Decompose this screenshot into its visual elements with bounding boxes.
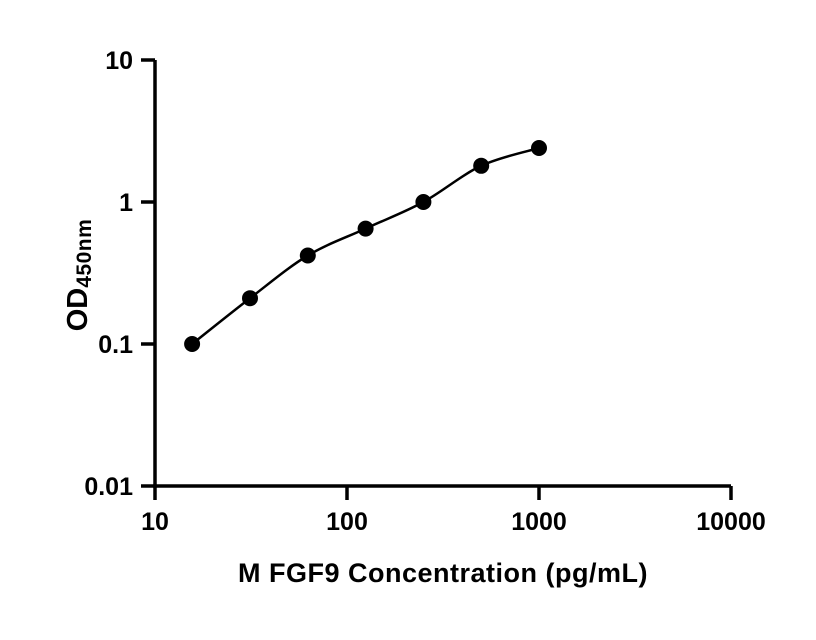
data-point	[415, 194, 432, 210]
data-point	[184, 336, 201, 352]
y-axis-title-subscript: 450nm	[73, 218, 96, 288]
y-axis-tick-label: 0.1	[98, 331, 133, 359]
data-point	[473, 157, 490, 174]
y-axis-tick-label: 1	[119, 189, 133, 217]
fit-curve	[191, 146, 540, 345]
y-axis-title-main: OD	[62, 287, 94, 332]
data-point	[531, 140, 547, 156]
y-axis-tick-label: 10	[105, 47, 133, 75]
x-axis-tick-label: 1000	[511, 508, 567, 536]
data-point	[357, 220, 374, 237]
x-axis-tick-label: 10000	[696, 508, 766, 536]
y-axis-title: OD450nm	[62, 165, 102, 385]
data-point	[299, 247, 316, 264]
x-axis-tick-label: 10	[141, 508, 169, 536]
y-axis-tick-label: 0.01	[84, 473, 133, 501]
x-axis-title: M FGF9 Concentration (pg/mL)	[238, 558, 648, 588]
data-point	[242, 290, 258, 307]
x-axis-tick-label: 100	[326, 508, 368, 536]
